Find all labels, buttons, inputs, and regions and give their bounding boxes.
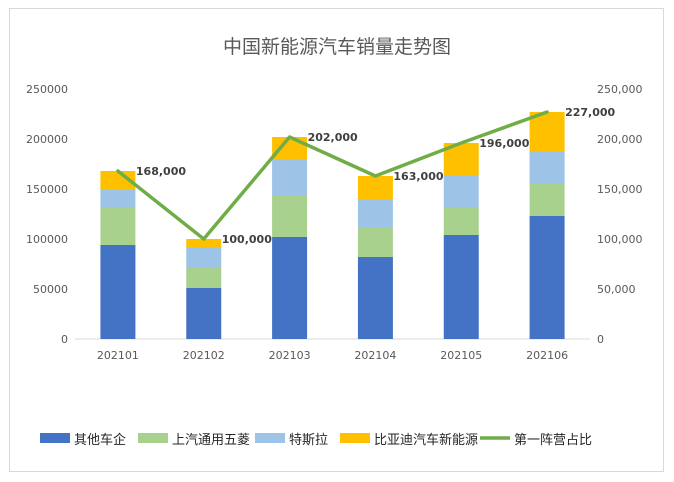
bar-segment [443, 235, 479, 339]
chart-frame: 中国新能源汽车销量走势图 0 50000 100000 150000 200000 250… [9, 8, 664, 472]
x-tick-label: 202104 [354, 349, 396, 362]
y-left-tick-label: 200000 [26, 133, 68, 146]
bar-segment [272, 137, 308, 160]
legend-label: 第一阵营占比 [514, 433, 592, 448]
legend-label: 比亚迪汽车新能源 [374, 432, 478, 448]
bar-segment [357, 227, 393, 257]
bar-segment [272, 195, 308, 237]
x-tick-label: 202103 [269, 349, 311, 362]
chart-svg: 中国新能源汽车销量走势图 0 50000 100000 150000 200000 250… [26, 36, 643, 448]
bar-segment [186, 248, 222, 268]
bar-segment [186, 288, 222, 339]
bar-segment [357, 176, 393, 200]
legend-swatch [340, 433, 370, 443]
legend-label: 特斯拉 [289, 433, 328, 448]
bar-segment [529, 184, 565, 216]
data-label: 202,000 [308, 131, 358, 144]
legend-swatch [40, 433, 70, 443]
x-tick-label: 202102 [183, 349, 225, 362]
x-tick-label: 202105 [440, 349, 482, 362]
y-left-tick-label: 0 [61, 333, 68, 346]
bar-segment [100, 245, 136, 339]
data-label: 227,000 [565, 106, 615, 119]
y-right-tick-label: 200,000 [597, 133, 643, 146]
bar-segment [443, 175, 479, 208]
x-tick-label: 202106 [526, 349, 568, 362]
legend: 其他车企 上汽通用五菱 特斯拉 比亚迪汽车新能源 第一阵营占比 [40, 432, 592, 448]
y-left-tick-label: 100000 [26, 233, 68, 246]
y-right-tick-label: 0 [597, 333, 604, 346]
bar-segment [100, 207, 136, 245]
legend-swatch [138, 433, 168, 443]
y-left-tick-label: 150000 [26, 183, 68, 196]
bar-segment [100, 189, 136, 207]
line-series [116, 110, 549, 241]
bar-segment [529, 112, 565, 152]
bar-segment [100, 171, 136, 189]
bar-segment [357, 257, 393, 339]
y-right-tick-label: 250,000 [597, 83, 643, 96]
bar-segment [186, 239, 222, 248]
bar-segment [186, 268, 222, 288]
bar-segment [529, 152, 565, 184]
bar-segment [357, 200, 393, 227]
chart-title: 中国新能源汽车销量走势图 [223, 36, 451, 58]
y-right-tick-label: 100,000 [597, 233, 643, 246]
y-left-tick-label: 250000 [26, 83, 68, 96]
bar-segment [443, 208, 479, 235]
data-label: 196,000 [479, 137, 529, 150]
bar-segment [272, 160, 308, 195]
y-right-tick-label: 150,000 [597, 183, 643, 196]
legend-swatch [255, 433, 285, 443]
legend-label: 其他车企 [74, 432, 126, 448]
x-tick-label: 202101 [97, 349, 139, 362]
plot-area: 0 50000 100000 150000 200000 250000 0 50,000 100… [26, 83, 643, 362]
y-right-tick-label: 50,000 [597, 283, 636, 296]
data-label: 163,000 [393, 170, 443, 183]
bar-segment [272, 237, 308, 339]
data-label: 100,000 [222, 233, 272, 246]
bar-segment [529, 216, 565, 339]
legend-label: 上汽通用五菱 [172, 433, 250, 448]
y-left-tick-label: 50000 [33, 283, 68, 296]
data-label: 168,000 [136, 165, 186, 178]
